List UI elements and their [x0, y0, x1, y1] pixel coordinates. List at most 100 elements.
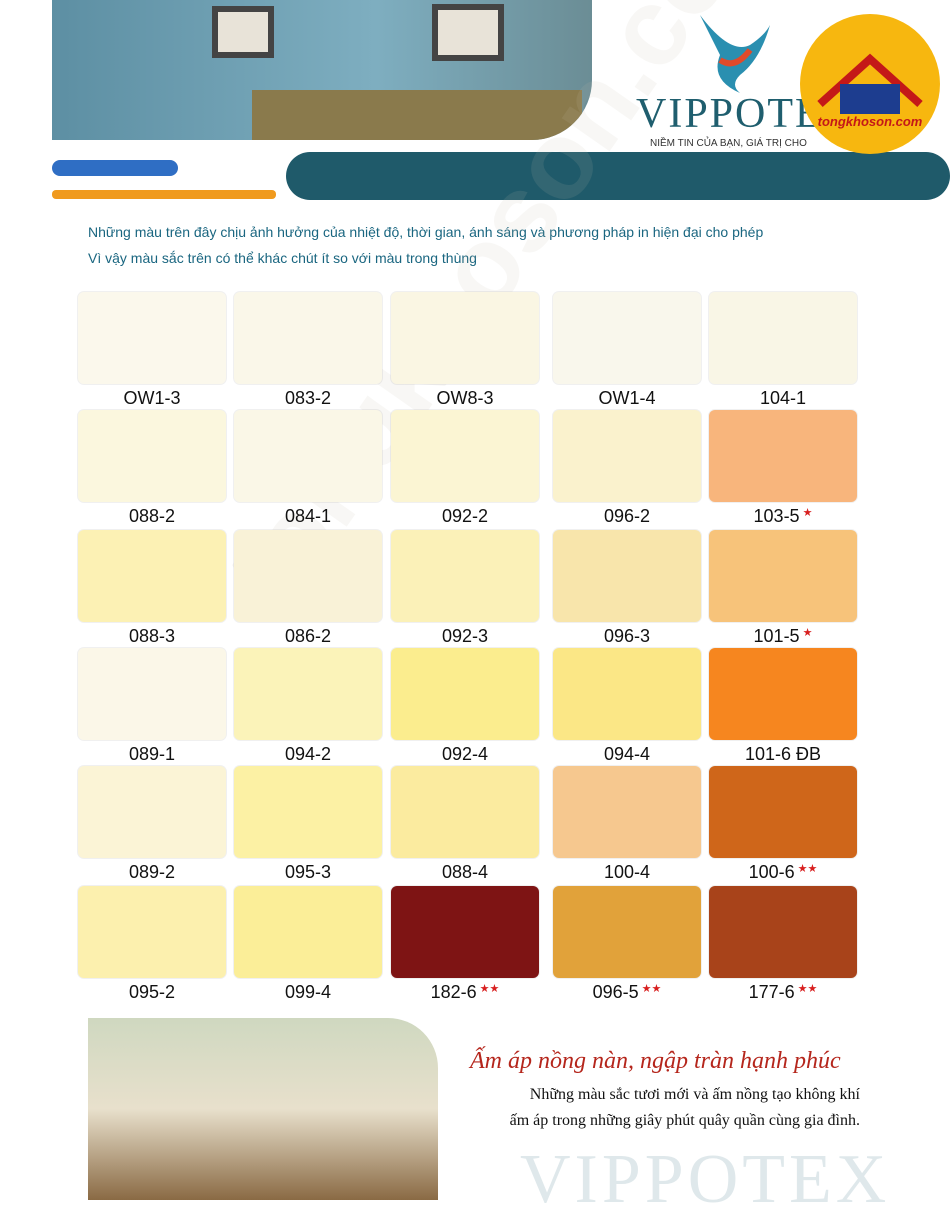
color-swatch [234, 886, 382, 978]
banner-stripes [52, 152, 950, 200]
color-code: 101-5 ★ [709, 626, 857, 647]
color-code: 088-3 [78, 626, 226, 647]
color-swatch [391, 292, 539, 384]
color-code: 088-4 [391, 862, 539, 883]
code-text: 092-2 [441, 506, 489, 526]
code-text: 182-6 [430, 982, 477, 1002]
code-stars: ★ [802, 627, 813, 639]
code-text: 101-5 [753, 626, 800, 646]
color-code: 177-6 ★★ [709, 982, 857, 1003]
code-text: 100-4 [603, 862, 651, 882]
color-swatch [709, 292, 857, 384]
code-text: 086-2 [284, 626, 332, 646]
code-text: 089-2 [128, 862, 176, 882]
code-stars: ★★ [797, 863, 818, 875]
color-swatch [709, 530, 857, 622]
color-code: 095-3 [234, 862, 382, 883]
color-code: OW1-3 [78, 388, 226, 409]
color-swatch [553, 410, 701, 502]
color-swatch [553, 292, 701, 384]
interior-photo [52, 0, 592, 140]
notice-line: Vì vậy màu sắc trên có thể khác chút ít … [88, 250, 477, 266]
code-text: 100-6 [748, 862, 795, 882]
code-text: 101-6 ĐB [744, 744, 822, 764]
code-text: OW1-4 [598, 388, 656, 408]
code-text: OW8-3 [436, 388, 494, 408]
color-code: 089-1 [78, 744, 226, 765]
color-code: 094-4 [553, 744, 701, 765]
code-text: 092-4 [441, 744, 489, 764]
badge-text: tongkhoson.com [817, 114, 923, 129]
color-code: 096-5 ★★ [553, 982, 701, 1003]
code-text: 088-2 [128, 506, 176, 526]
brand-logo [700, 15, 770, 93]
color-swatch [391, 648, 539, 740]
color-code: 101-6 ĐB [709, 744, 857, 765]
color-swatch [391, 766, 539, 858]
color-code: 092-2 [391, 506, 539, 527]
code-stars: ★★ [797, 983, 818, 995]
code-text: 095-2 [128, 982, 176, 1002]
tagline: NIỀM TIN CỦA BẠN, GIÁ TRỊ CHO [650, 138, 807, 149]
color-code: 084-1 [234, 506, 382, 527]
color-swatch [78, 766, 226, 858]
code-text: OW1-3 [123, 388, 181, 408]
slogan: Ấm áp nồng nàn, ngập tràn hạnh phúc [470, 1048, 841, 1074]
code-stars: ★★ [479, 983, 500, 995]
code-text: 088-3 [128, 626, 176, 646]
color-code: OW1-4 [553, 388, 701, 409]
color-swatch [234, 410, 382, 502]
code-text: 096-2 [603, 506, 651, 526]
color-code: 086-2 [234, 626, 382, 647]
color-code: 096-3 [553, 626, 701, 647]
color-code: 088-2 [78, 506, 226, 527]
code-text: 095-3 [284, 862, 332, 882]
color-code: 099-4 [234, 982, 382, 1003]
code-text: 099-4 [284, 982, 332, 1002]
code-text: 083-2 [284, 388, 332, 408]
code-stars: ★★ [641, 983, 662, 995]
color-swatch [78, 292, 226, 384]
notice-line: Những màu trên đây chịu ảnh hưởng của nh… [88, 224, 764, 240]
color-swatch [553, 886, 701, 978]
house-icon [817, 53, 923, 114]
color-code: 092-3 [391, 626, 539, 647]
code-text: 089-1 [128, 744, 176, 764]
color-swatch [709, 648, 857, 740]
color-swatch [391, 410, 539, 502]
color-swatch [709, 766, 857, 858]
color-swatch [78, 410, 226, 502]
color-swatch [553, 530, 701, 622]
code-text: 104-1 [759, 388, 807, 408]
color-swatch [234, 530, 382, 622]
color-swatch [234, 766, 382, 858]
code-text: 084-1 [284, 506, 332, 526]
footer-line: Những màu sắc tươi mới và ấm nồng tạo kh… [529, 1086, 860, 1103]
color-code: OW8-3 [391, 388, 539, 409]
color-code: 095-2 [78, 982, 226, 1003]
code-text: 088-4 [441, 862, 489, 882]
color-code: 104-1 [709, 388, 857, 409]
color-code: 096-2 [553, 506, 701, 527]
color-code: 100-4 [553, 862, 701, 883]
code-text: 096-3 [603, 626, 651, 646]
color-swatch [709, 886, 857, 978]
color-code: 182-6 ★★ [391, 982, 539, 1003]
color-swatch [78, 530, 226, 622]
code-text: 177-6 [748, 982, 795, 1002]
footer-line: ấm áp trong những giây phút quây quần cù… [509, 1112, 860, 1129]
code-text: 092-3 [441, 626, 489, 646]
color-swatch [391, 886, 539, 978]
color-code: 094-2 [234, 744, 382, 765]
footer-watermark: VIPPOTEX [520, 1141, 891, 1218]
color-code: 083-2 [234, 388, 382, 409]
color-swatch [78, 648, 226, 740]
code-text: 103-5 [753, 506, 800, 526]
color-code: 089-2 [78, 862, 226, 883]
color-swatch [553, 766, 701, 858]
color-code: 103-5 ★ [709, 506, 857, 527]
color-swatch [553, 648, 701, 740]
color-code: 092-4 [391, 744, 539, 765]
color-swatch [391, 530, 539, 622]
